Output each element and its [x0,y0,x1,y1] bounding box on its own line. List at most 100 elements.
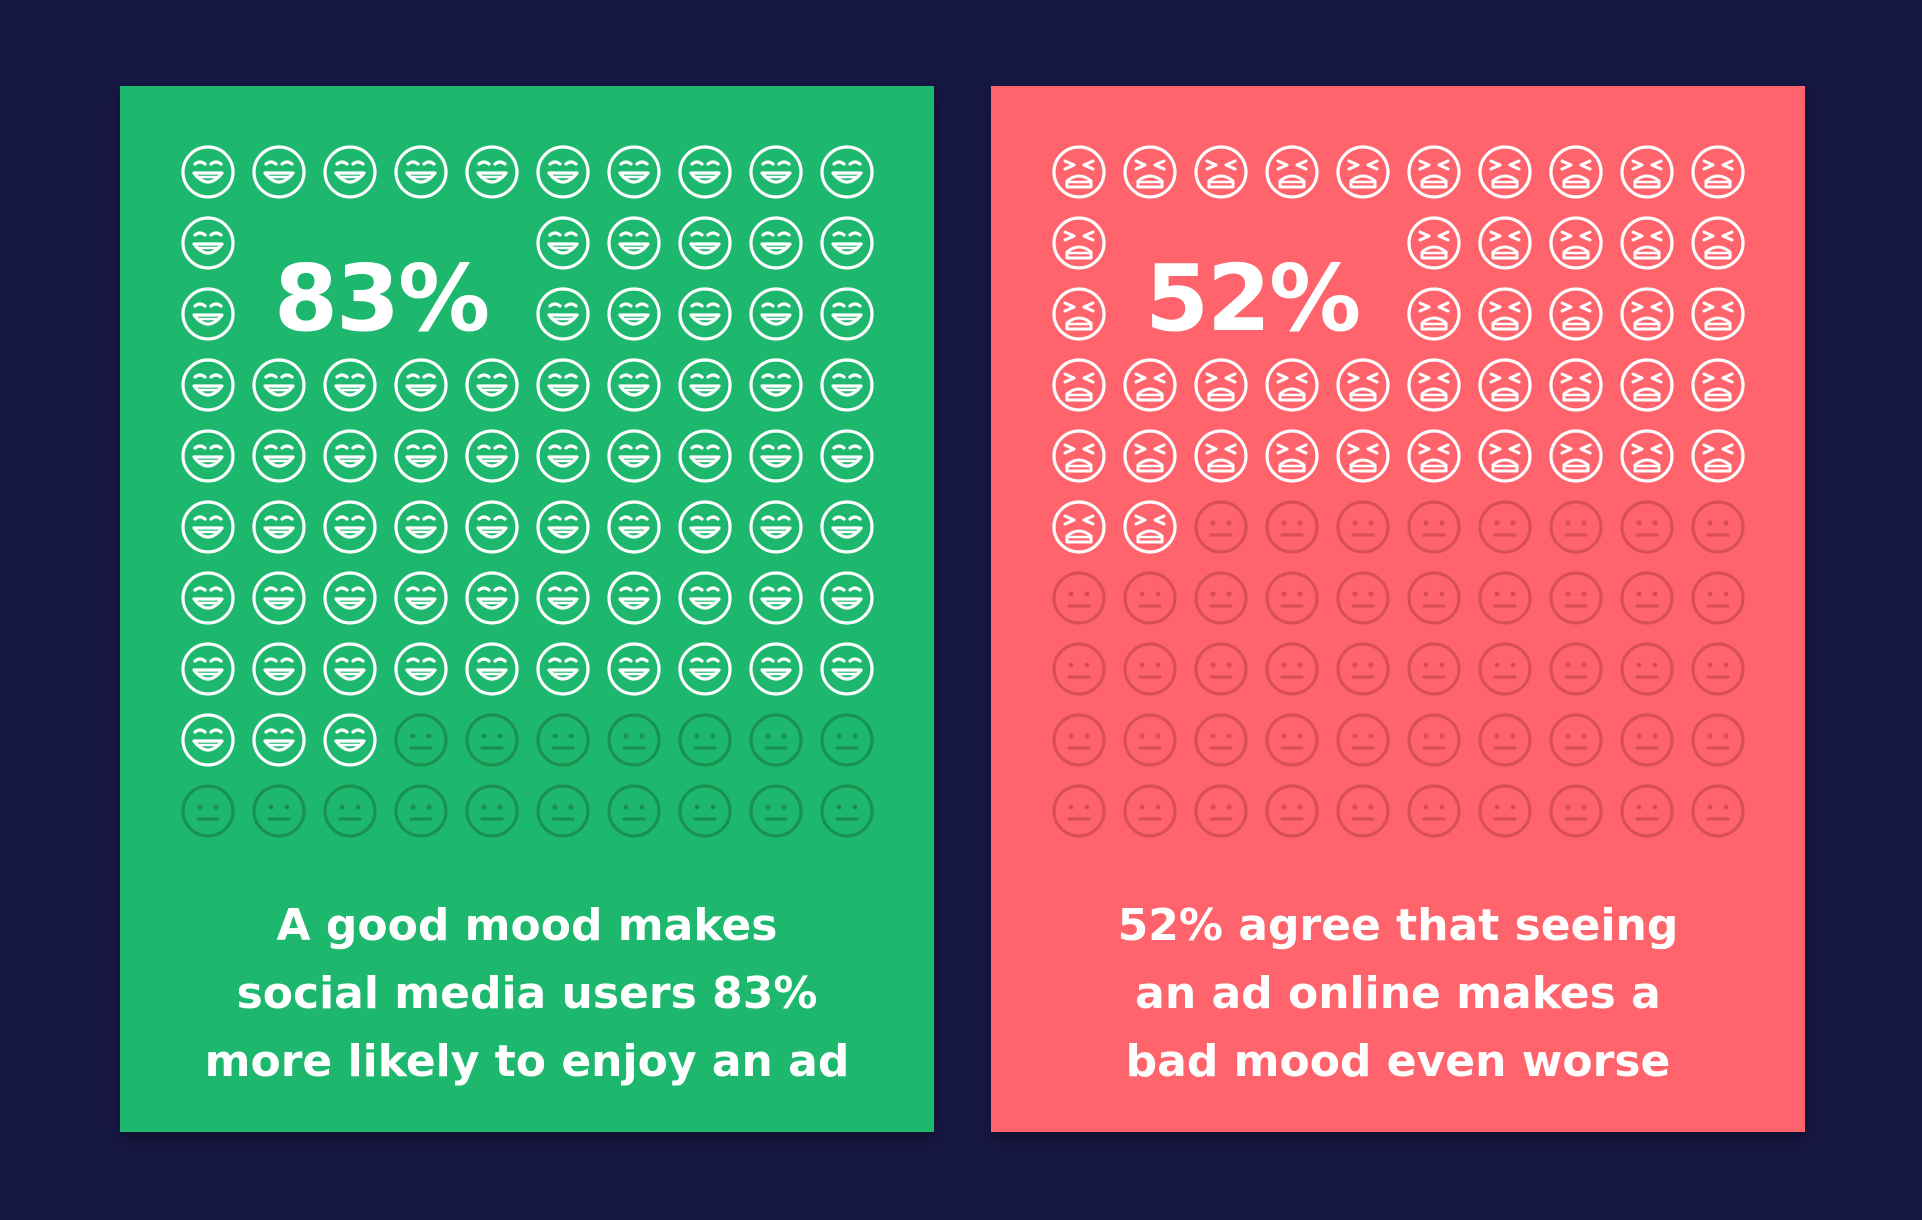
neutral-face-icon [1406,641,1462,697]
negative-caption-line: an ad online makes a [1135,968,1661,1019]
grinning-face-icon [322,357,378,413]
positive-face-grid [180,144,880,844]
positive-caption: A good mood makes social media users 83%… [140,892,914,1096]
neutral-face-icon [1477,783,1533,839]
neutral-face-icon [1619,641,1675,697]
neutral-face-icon [1548,712,1604,768]
tired-face-icon [1193,428,1249,484]
neutral-face-icon [1335,570,1391,626]
tired-face-icon [1051,286,1107,342]
neutral-face-icon [1477,641,1533,697]
grinning-face-icon [180,215,236,271]
tired-face-icon [1477,357,1533,413]
negative-stat-card: 52% 52% agree that seeing an ad online m… [991,86,1805,1132]
neutral-face-icon [1051,570,1107,626]
neutral-face-icon [1264,712,1320,768]
grinning-face-icon [606,286,662,342]
neutral-face-icon [1264,499,1320,555]
neutral-face-icon [1335,641,1391,697]
positive-caption-line: more likely to enjoy an ad [204,1036,850,1087]
tired-face-icon [1335,144,1391,200]
tired-face-icon [1690,357,1746,413]
grinning-face-icon [464,641,520,697]
neutral-face-icon [1335,712,1391,768]
grinning-face-icon [535,286,591,342]
grinning-face-icon [748,286,804,342]
grinning-face-icon [535,144,591,200]
neutral-face-icon [1406,712,1462,768]
neutral-face-icon [464,783,520,839]
grinning-face-icon [606,570,662,626]
neutral-face-icon [1548,570,1604,626]
grinning-face-icon [251,499,307,555]
grinning-face-icon [180,712,236,768]
neutral-face-icon [1122,712,1178,768]
grinning-face-icon [535,357,591,413]
negative-face-grid [1051,144,1751,844]
tired-face-icon [1406,357,1462,413]
grinning-face-icon [322,641,378,697]
grinning-face-icon [535,641,591,697]
neutral-face-icon [606,712,662,768]
neutral-face-icon [393,783,449,839]
tired-face-icon [1477,215,1533,271]
neutral-face-icon [1264,783,1320,839]
neutral-face-icon [1477,570,1533,626]
neutral-face-icon [748,712,804,768]
grinning-face-icon [819,286,875,342]
neutral-face-icon [535,783,591,839]
neutral-face-icon [1690,570,1746,626]
grinning-face-icon [606,428,662,484]
grinning-face-icon [322,428,378,484]
tired-face-icon [1548,144,1604,200]
tired-face-icon [1051,499,1107,555]
grinning-face-icon [748,357,804,413]
grinning-face-icon [393,357,449,413]
neutral-face-icon [180,783,236,839]
grinning-face-icon [464,570,520,626]
grinning-face-icon [677,641,733,697]
neutral-face-icon [819,712,875,768]
grinning-face-icon [819,641,875,697]
tired-face-icon [1548,286,1604,342]
neutral-face-icon [251,783,307,839]
negative-caption-line: 52% agree that seeing [1117,900,1679,951]
neutral-face-icon [1193,570,1249,626]
tired-face-icon [1122,357,1178,413]
grinning-face-icon [180,428,236,484]
grinning-face-icon [464,428,520,484]
neutral-face-icon [1193,499,1249,555]
neutral-face-icon [1051,783,1107,839]
grinning-face-icon [180,641,236,697]
grinning-face-icon [819,215,875,271]
neutral-face-icon [1193,712,1249,768]
tired-face-icon [1122,144,1178,200]
tired-face-icon [1619,357,1675,413]
tired-face-icon [1406,428,1462,484]
grinning-face-icon [322,712,378,768]
tired-face-icon [1690,144,1746,200]
neutral-face-icon [819,783,875,839]
neutral-face-icon [1619,499,1675,555]
neutral-face-icon [1193,783,1249,839]
tired-face-icon [1051,357,1107,413]
tired-face-icon [1335,428,1391,484]
grinning-face-icon [180,499,236,555]
tired-face-icon [1406,144,1462,200]
grinning-face-icon [251,712,307,768]
neutral-face-icon [1264,641,1320,697]
neutral-face-icon [1193,641,1249,697]
grinning-face-icon [748,499,804,555]
neutral-face-icon [1548,783,1604,839]
grinning-face-icon [606,144,662,200]
tired-face-icon [1193,144,1249,200]
grinning-face-icon [606,357,662,413]
neutral-face-icon [1122,783,1178,839]
grinning-face-icon [677,215,733,271]
tired-face-icon [1619,286,1675,342]
grinning-face-icon [251,428,307,484]
grinning-face-icon [180,357,236,413]
negative-caption: 52% agree that seeing an ad online makes… [1011,892,1785,1096]
grinning-face-icon [677,570,733,626]
grinning-face-icon [748,641,804,697]
